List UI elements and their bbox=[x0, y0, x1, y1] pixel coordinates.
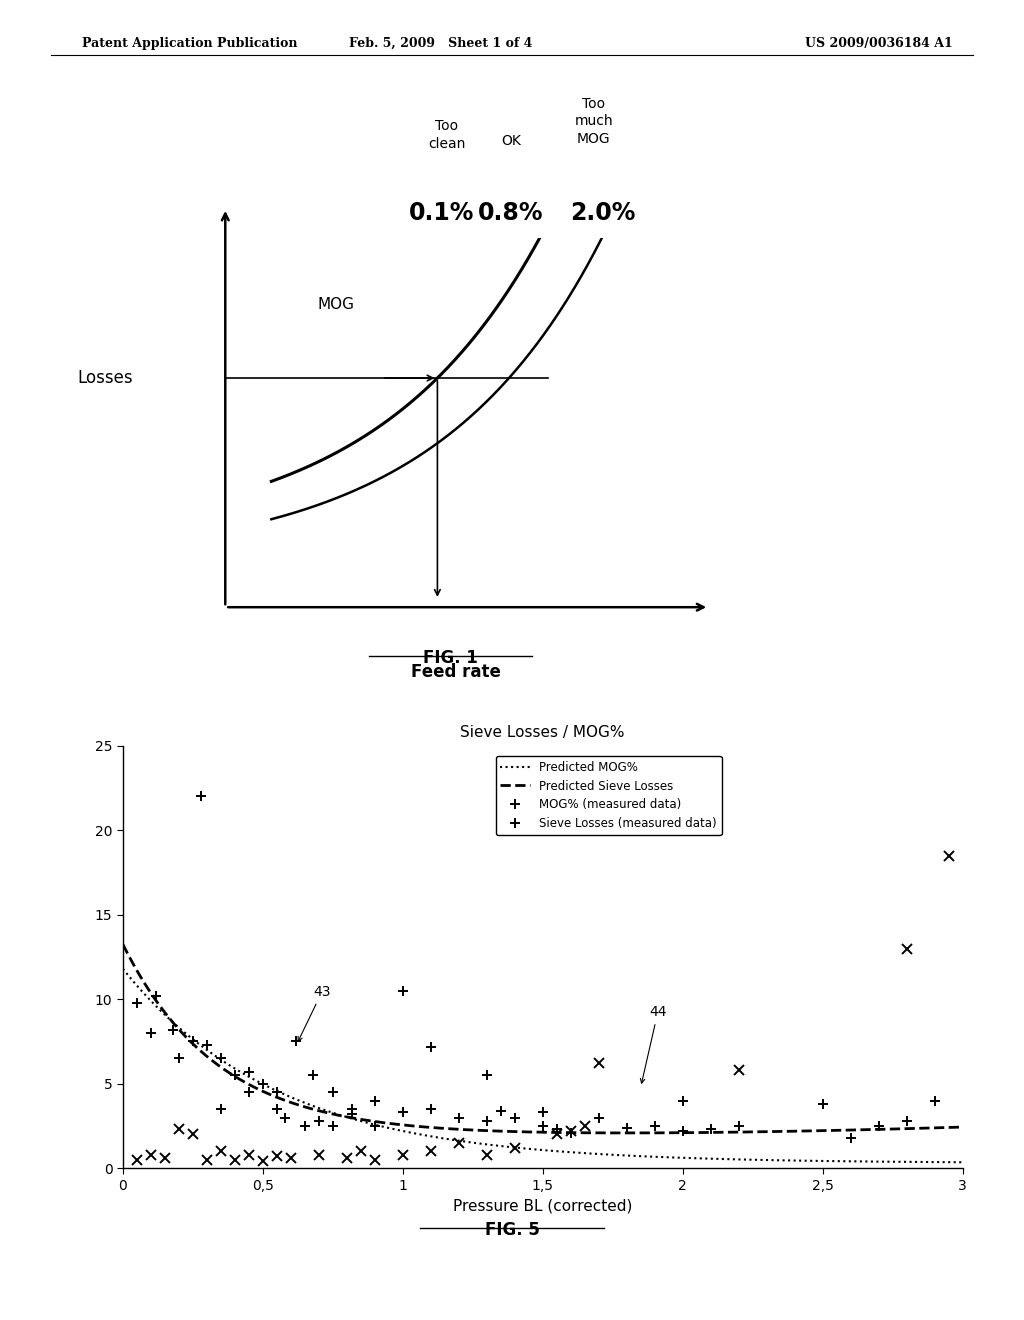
Sieve Losses (measured data) bbox=[173, 1122, 185, 1138]
MOG% (measured data) bbox=[186, 1034, 199, 1049]
Sieve Losses (measured data) bbox=[551, 1126, 563, 1142]
Predicted Sieve Losses bbox=[390, 1117, 402, 1133]
Text: FIG. 5: FIG. 5 bbox=[484, 1221, 540, 1239]
Sieve Losses (measured data) bbox=[341, 1150, 353, 1166]
MOG% (measured data) bbox=[215, 1051, 227, 1067]
Predicted Sieve Losses bbox=[725, 1125, 737, 1140]
MOG% (measured data) bbox=[425, 1039, 437, 1055]
Sieve Losses (measured data) bbox=[257, 1154, 269, 1170]
Sieve Losses (measured data) bbox=[593, 1056, 605, 1072]
Text: Too
clean: Too clean bbox=[428, 119, 465, 150]
MOG% (measured data) bbox=[816, 1096, 828, 1111]
Predicted MOG% bbox=[218, 1053, 230, 1069]
Line: Predicted MOG%: Predicted MOG% bbox=[123, 969, 963, 1162]
MOG% (measured data) bbox=[131, 995, 143, 1011]
Sieve Losses (measured data) bbox=[215, 1143, 227, 1159]
Sieve Losses (measured data) bbox=[425, 1143, 437, 1159]
Predicted Sieve Losses bbox=[450, 1121, 462, 1137]
Predicted Sieve Losses bbox=[729, 1125, 741, 1140]
Predicted Sieve Losses bbox=[956, 1119, 969, 1135]
MOG% (measured data) bbox=[228, 1068, 241, 1084]
MOG% (measured data) bbox=[845, 1130, 857, 1146]
Sieve Losses (measured data) bbox=[228, 1152, 241, 1168]
Predicted MOG% bbox=[723, 1151, 735, 1167]
Sieve Losses (measured data) bbox=[159, 1150, 171, 1166]
Sieve Losses (measured data) bbox=[243, 1147, 255, 1163]
MOG% (measured data) bbox=[900, 1113, 912, 1129]
MOG% (measured data) bbox=[677, 1093, 689, 1109]
MOG% (measured data) bbox=[593, 1110, 605, 1126]
MOG% (measured data) bbox=[290, 1034, 302, 1049]
Predicted MOG% bbox=[645, 1148, 657, 1164]
MOG% (measured data) bbox=[537, 1105, 549, 1121]
Sieve Losses (measured data) bbox=[509, 1140, 521, 1156]
Predicted Sieve Losses bbox=[647, 1125, 659, 1140]
Line: Predicted Sieve Losses: Predicted Sieve Losses bbox=[123, 944, 963, 1133]
Sieve Losses (measured data) bbox=[564, 1123, 577, 1139]
Text: Too
much
MOG: Too much MOG bbox=[574, 98, 613, 145]
MOG% (measured data) bbox=[307, 1068, 319, 1084]
MOG% (measured data) bbox=[201, 1038, 213, 1053]
Sieve Losses (measured data) bbox=[579, 1118, 591, 1134]
Text: Feb. 5, 2009   Sheet 1 of 4: Feb. 5, 2009 Sheet 1 of 4 bbox=[348, 37, 532, 50]
MOG% (measured data) bbox=[167, 1022, 179, 1038]
Sieve Losses (measured data) bbox=[480, 1147, 493, 1163]
Predicted MOG% bbox=[117, 961, 129, 977]
Text: US 2009/0036184 A1: US 2009/0036184 A1 bbox=[805, 37, 952, 50]
Sieve Losses (measured data) bbox=[270, 1148, 283, 1164]
Sieve Losses (measured data) bbox=[942, 847, 954, 863]
Line: Sieve Losses (measured data): Sieve Losses (measured data) bbox=[132, 851, 953, 1167]
Text: FIG. 1: FIG. 1 bbox=[423, 649, 478, 668]
Sieve Losses (measured data) bbox=[900, 941, 912, 957]
MOG% (measured data) bbox=[151, 987, 163, 1003]
Text: MOG: MOG bbox=[317, 297, 354, 312]
Sieve Losses (measured data) bbox=[354, 1143, 367, 1159]
X-axis label: Pressure BL (corrected): Pressure BL (corrected) bbox=[453, 1199, 633, 1213]
Predicted MOG% bbox=[956, 1154, 969, 1170]
Predicted Sieve Losses bbox=[117, 936, 129, 952]
Predicted MOG% bbox=[390, 1122, 402, 1138]
Sieve Losses (measured data) bbox=[285, 1150, 297, 1166]
Sieve Losses (measured data) bbox=[186, 1126, 199, 1142]
Text: Patent Application Publication: Patent Application Publication bbox=[82, 37, 297, 50]
Predicted Sieve Losses bbox=[218, 1061, 230, 1077]
Text: 0.1%: 0.1% bbox=[410, 201, 474, 224]
Text: 2.0%: 2.0% bbox=[570, 201, 636, 224]
Text: Feed rate: Feed rate bbox=[411, 663, 501, 681]
MOG% (measured data) bbox=[396, 1105, 409, 1121]
MOG% (measured data) bbox=[270, 1084, 283, 1100]
Predicted MOG% bbox=[727, 1151, 739, 1167]
Sieve Losses (measured data) bbox=[396, 1147, 409, 1163]
MOG% (measured data) bbox=[327, 1084, 339, 1100]
Text: OK: OK bbox=[501, 135, 521, 148]
MOG% (measured data) bbox=[480, 1068, 493, 1084]
Text: 43: 43 bbox=[298, 985, 331, 1041]
MOG% (measured data) bbox=[257, 1076, 269, 1092]
Predicted MOG% bbox=[450, 1133, 462, 1148]
Title: Sieve Losses / MOG%: Sieve Losses / MOG% bbox=[461, 726, 625, 741]
Sieve Losses (measured data) bbox=[201, 1152, 213, 1168]
MOG% (measured data) bbox=[346, 1101, 358, 1117]
MOG% (measured data) bbox=[648, 1118, 660, 1134]
Text: 44: 44 bbox=[640, 1005, 667, 1084]
Legend: Predicted MOG%, Predicted Sieve Losses, MOG% (measured data), Sieve Losses (meas: Predicted MOG%, Predicted Sieve Losses, … bbox=[496, 756, 722, 836]
MOG% (measured data) bbox=[243, 1064, 255, 1080]
Sieve Losses (measured data) bbox=[369, 1152, 381, 1168]
Sieve Losses (measured data) bbox=[732, 1063, 744, 1078]
Text: Losses: Losses bbox=[78, 370, 133, 387]
Text: 0.8%: 0.8% bbox=[478, 201, 544, 224]
Line: MOG% (measured data): MOG% (measured data) bbox=[132, 991, 911, 1143]
Sieve Losses (measured data) bbox=[131, 1152, 143, 1168]
Sieve Losses (measured data) bbox=[144, 1147, 157, 1163]
Sieve Losses (measured data) bbox=[312, 1147, 325, 1163]
Sieve Losses (measured data) bbox=[453, 1135, 465, 1151]
MOG% (measured data) bbox=[369, 1093, 381, 1109]
Predicted Sieve Losses bbox=[620, 1125, 632, 1140]
